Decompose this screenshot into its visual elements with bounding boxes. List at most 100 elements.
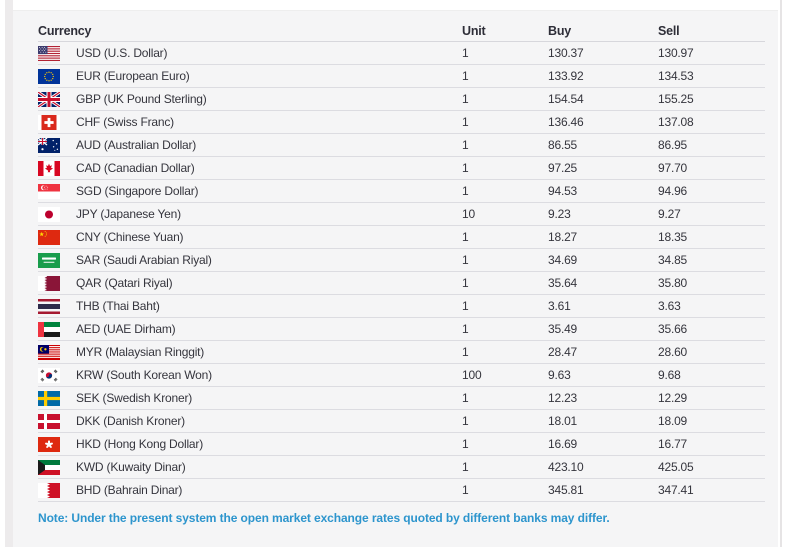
currency-label: EUR (European Euro)	[76, 69, 190, 83]
table-row: USD (U.S. Dollar) 1 130.37 130.97	[38, 42, 765, 65]
currency-label: GBP (UK Pound Sterling)	[76, 92, 207, 106]
currency-cell: KWD (Kuwaity Dinar)	[38, 459, 462, 475]
currency-cell: CHF (Swiss Franc)	[38, 114, 462, 130]
table-row: KRW (South Korean Won) 100 9.63 9.68	[38, 364, 765, 387]
exchange-rates-card: Currency Unit Buy Sell USD (U.S. Dollar)…	[13, 10, 778, 547]
unit-value: 100	[462, 368, 482, 382]
buy-value: 345.81	[548, 483, 584, 497]
buy-value: 94.53	[548, 184, 578, 198]
sell-value: 97.70	[658, 161, 688, 175]
table-row: AED (UAE Dirham) 1 35.49 35.66	[38, 318, 765, 341]
unit-value: 1	[462, 460, 469, 474]
table-row: BHD (Bahrain Dinar) 1 345.81 347.41	[38, 479, 765, 502]
buy-value: 35.64	[548, 276, 578, 290]
bhd-flag-icon	[38, 482, 60, 498]
sell-value: 425.05	[658, 460, 694, 474]
buy-value: 130.37	[548, 46, 584, 60]
kwd-flag-icon	[38, 459, 60, 475]
currency-label: KWD (Kuwaity Dinar)	[76, 460, 186, 474]
currency-cell: MYR (Malaysian Ringgit)	[38, 344, 462, 360]
table-row: CAD (Canadian Dollar) 1 97.25 97.70	[38, 157, 765, 180]
sell-value: 35.80	[658, 276, 688, 290]
unit-value: 1	[462, 92, 469, 106]
sell-value: 137.08	[658, 115, 694, 129]
currency-label: CNY (Chinese Yuan)	[76, 230, 184, 244]
sell-value: 18.35	[658, 230, 688, 244]
currency-cell: SEK (Swedish Kroner)	[38, 390, 462, 406]
buy-value: 9.63	[548, 368, 571, 382]
header-currency: Currency	[38, 24, 92, 38]
unit-value: 1	[462, 184, 469, 198]
currency-cell: HKD (Hong Kong Dollar)	[38, 436, 462, 452]
currency-label: SAR (Saudi Arabian Riyal)	[76, 253, 212, 267]
gbp-flag-icon	[38, 91, 60, 107]
unit-value: 1	[462, 230, 469, 244]
usd-flag-icon	[38, 45, 60, 61]
header-buy: Buy	[548, 24, 572, 38]
table-row: KWD (Kuwaity Dinar) 1 423.10 425.05	[38, 456, 765, 479]
currency-cell: DKK (Danish Kroner)	[38, 413, 462, 429]
currency-cell: KRW (South Korean Won)	[38, 367, 462, 383]
currency-cell: BHD (Bahrain Dinar)	[38, 482, 462, 498]
buy-value: 86.55	[548, 138, 578, 152]
sell-value: 35.66	[658, 322, 688, 336]
buy-value: 133.92	[548, 69, 584, 83]
buy-value: 12.23	[548, 391, 578, 405]
table-body: USD (U.S. Dollar) 1 130.37 130.97 EUR (Europ…	[38, 42, 765, 502]
jpy-flag-icon	[38, 206, 60, 222]
sell-value: 16.77	[658, 437, 688, 451]
currency-cell: SGD (Singapore Dollar)	[38, 183, 462, 199]
sell-value: 134.53	[658, 69, 694, 83]
table-row: SGD (Singapore Dollar) 1 94.53 94.96	[38, 180, 765, 203]
unit-value: 10	[462, 207, 475, 221]
currency-label: CAD (Canadian Dollar)	[76, 161, 195, 175]
currency-label: AED (UAE Dirham)	[76, 322, 176, 336]
currency-cell: SAR (Saudi Arabian Riyal)	[38, 252, 462, 268]
krw-flag-icon	[38, 367, 60, 383]
unit-value: 1	[462, 138, 469, 152]
currency-cell: AED (UAE Dirham)	[38, 321, 462, 337]
sell-value: 130.97	[658, 46, 694, 60]
currency-cell: JPY (Japanese Yen)	[38, 206, 462, 222]
sell-value: 155.25	[658, 92, 694, 106]
unit-value: 1	[462, 391, 469, 405]
aud-flag-icon	[38, 137, 60, 153]
sek-flag-icon	[38, 390, 60, 406]
buy-value: 35.49	[548, 322, 578, 336]
currency-cell: CNY (Chinese Yuan)	[38, 229, 462, 245]
currency-cell: AUD (Australian Dollar)	[38, 137, 462, 153]
table-row: MYR (Malaysian Ringgit) 1 28.47 28.60	[38, 341, 765, 364]
buy-value: 18.27	[548, 230, 578, 244]
table-row: CNY (Chinese Yuan) 1 18.27 18.35	[38, 226, 765, 249]
table-row: QAR (Qatari Riyal) 1 35.64 35.80	[38, 272, 765, 295]
sell-value: 347.41	[658, 483, 694, 497]
cad-flag-icon	[38, 160, 60, 176]
buy-value: 28.47	[548, 345, 578, 359]
sar-flag-icon	[38, 252, 60, 268]
buy-value: 3.61	[548, 299, 571, 313]
unit-value: 1	[462, 69, 469, 83]
sell-value: 94.96	[658, 184, 688, 198]
table-row: JPY (Japanese Yen) 10 9.23 9.27	[38, 203, 765, 226]
currency-cell: EUR (European Euro)	[38, 68, 462, 84]
currency-label: CHF (Swiss Franc)	[76, 115, 174, 129]
table-row: DKK (Danish Kroner) 1 18.01 18.09	[38, 410, 765, 433]
dkk-flag-icon	[38, 413, 60, 429]
sell-value: 86.95	[658, 138, 688, 152]
unit-value: 1	[462, 483, 469, 497]
currency-cell: GBP (UK Pound Sterling)	[38, 91, 462, 107]
sell-value: 28.60	[658, 345, 688, 359]
buy-value: 18.01	[548, 414, 578, 428]
buy-value: 423.10	[548, 460, 584, 474]
unit-value: 1	[462, 115, 469, 129]
buy-value: 136.46	[548, 115, 584, 129]
table-row: SEK (Swedish Kroner) 1 12.23 12.29	[38, 387, 765, 410]
currency-label: AUD (Australian Dollar)	[76, 138, 197, 152]
unit-value: 1	[462, 253, 469, 267]
table-row: EUR (European Euro) 1 133.92 134.53	[38, 65, 765, 88]
buy-value: 9.23	[548, 207, 571, 221]
unit-value: 1	[462, 437, 469, 451]
currency-label: HKD (Hong Kong Dollar)	[76, 437, 203, 451]
sgd-flag-icon	[38, 183, 60, 199]
buy-value: 154.54	[548, 92, 584, 106]
